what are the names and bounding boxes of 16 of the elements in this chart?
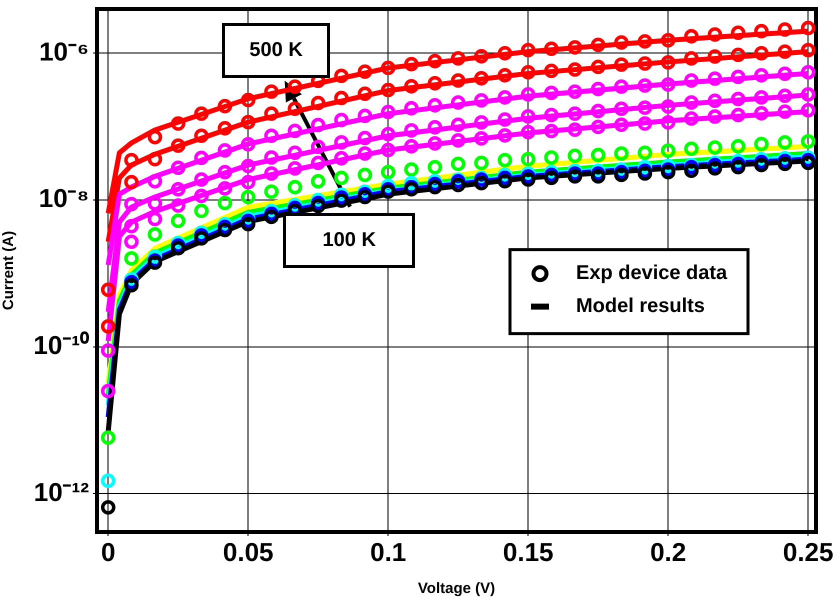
x-tick-label: 0.05 (222, 536, 274, 567)
legend-label: Exp device data (576, 262, 728, 284)
x-axis-title: Voltage (V) (418, 580, 496, 598)
y-tick-label: 10⁻¹² (34, 476, 90, 507)
y-tick-label: 10⁻¹⁰ (33, 330, 90, 360)
legend-label: Model results (576, 295, 705, 318)
x-tick-label: 0.25 (782, 536, 834, 567)
x-tick-label: 0.1 (370, 536, 406, 567)
x-tick-label: 0.15 (502, 536, 554, 567)
callout-box: 500 K (222, 23, 330, 78)
callout-box: 100 K (283, 213, 416, 268)
y-tick-label: 10⁻⁶ (39, 36, 89, 66)
y-tick-label: 10⁻⁸ (38, 183, 89, 214)
x-tick-label: 0 (100, 536, 116, 567)
y-axis-title: Current (A) (0, 230, 18, 310)
x-tick-label: 0.2 (650, 536, 686, 567)
